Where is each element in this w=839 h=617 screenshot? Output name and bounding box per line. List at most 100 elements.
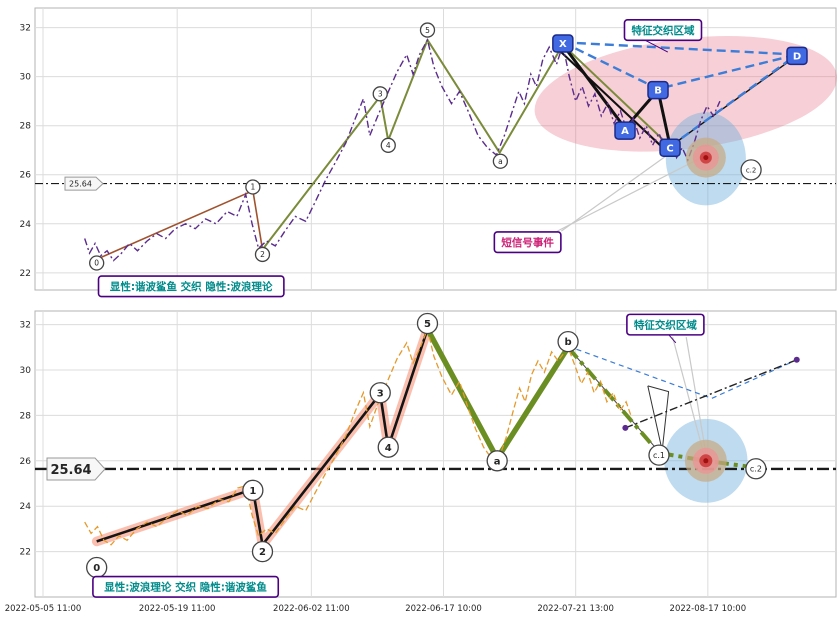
wave-point-5	[416, 312, 439, 335]
x-tick-label: 2022-05-05 11:00	[5, 604, 82, 614]
short-signal-label: 短信号事件	[501, 236, 554, 249]
mode-label: 显性:谐波鲨鱼 交织 隐性:波浪理论	[110, 280, 273, 293]
pattern-point-A	[614, 121, 636, 140]
feature-zone-label-box	[626, 313, 705, 336]
top-price-line	[84, 37, 721, 262]
wave-point-label: 0	[93, 563, 100, 574]
wave-point-label: 1	[250, 183, 255, 192]
x-tick-label: 2022-06-17 10:00	[405, 604, 482, 614]
wave-point-label: 4	[385, 443, 392, 454]
wave-point-label: 5	[424, 319, 431, 330]
proj-black-dashdot	[625, 359, 798, 429]
wave-point-c.1	[648, 444, 670, 466]
feature-zone-label-box	[623, 19, 703, 42]
x-tick-label: 2022-05-19 11:00	[139, 604, 216, 614]
elliott-0-5	[96, 328, 429, 547]
wave-point-b	[557, 330, 579, 353]
proj-X-D	[562, 41, 797, 56]
signal-leader-2	[685, 336, 707, 456]
wave-point-label: 5	[425, 26, 430, 35]
wave-point-4	[380, 137, 396, 153]
wave-point-label: 2	[260, 250, 265, 259]
y-tick-label: 28	[20, 122, 32, 132]
wave-point-label: 0	[94, 259, 99, 268]
wave-point-2	[254, 246, 271, 263]
price-level-value: 25.64	[69, 180, 92, 189]
wave-point-0	[89, 255, 105, 271]
signal-leader-2	[560, 148, 677, 232]
y-tick-label: 26	[20, 457, 32, 467]
pattern-point-D	[786, 46, 808, 66]
wave-point-label: 1	[249, 486, 256, 497]
x-tick-label: 2022-08-17 10:00	[670, 604, 747, 614]
wave-point-label: c.2	[746, 166, 757, 174]
wave-point-1	[245, 179, 261, 195]
y-tick-label: 32	[20, 321, 31, 331]
proj-b-c1-c2	[566, 345, 757, 470]
feature-zone-label: 特征交织区域	[634, 318, 697, 331]
pattern-point-label: B	[654, 86, 662, 97]
marker-dot	[622, 424, 629, 431]
wave-point-label: 3	[378, 90, 383, 99]
y-tick-label: 32	[20, 24, 31, 34]
wave-point-label: a	[494, 456, 501, 467]
mode-label-box	[92, 575, 280, 598]
wave-point-1	[242, 479, 264, 501]
mode-label-box	[97, 275, 285, 298]
wave-point-a	[486, 450, 508, 472]
wave-point-label: 3	[377, 388, 384, 399]
pattern-point-label: A	[621, 126, 629, 137]
signal-leader-1	[557, 155, 705, 232]
target-bullseye-ring-3	[703, 458, 709, 464]
wave-point-label: 4	[386, 141, 391, 150]
y-tick-label: 24	[20, 220, 32, 230]
short-signal-label-box	[493, 231, 562, 254]
wave-point-a	[492, 153, 509, 169]
feature-zone-label: 特征交织区域	[631, 24, 694, 37]
y-tick-label: 26	[20, 171, 32, 181]
signal-leader-1	[672, 336, 705, 455]
y-tick-label: 24	[20, 502, 32, 512]
wave-2-to-X	[261, 38, 564, 251]
marker-dot	[793, 356, 800, 363]
wave-point-c.2	[740, 159, 762, 181]
wave-point-3	[372, 86, 388, 102]
pattern-point-B	[647, 80, 669, 100]
pattern-point-label: C	[666, 143, 673, 154]
price-level-value: 25.64	[50, 463, 91, 478]
bottom-price-line	[84, 327, 633, 546]
mode-label: 显性:波浪理论 交织 隐性:谐波鲨鱼	[104, 581, 267, 594]
x-tick-label: 2022-06-02 11:00	[273, 604, 350, 614]
wave-point-c.2	[745, 458, 767, 480]
wave-point-3	[369, 382, 391, 404]
y-tick-label: 28	[20, 411, 32, 421]
wave-point-label: a	[498, 157, 503, 166]
wave-point-2	[251, 540, 274, 563]
shark-X-A-B-C	[561, 43, 672, 147]
wave-point-label: b	[564, 337, 571, 348]
wave-point-5	[419, 22, 436, 38]
shark-X-C	[556, 47, 667, 151]
wave-point-label: 2	[259, 547, 266, 558]
y-tick-label: 22	[20, 548, 31, 558]
pattern-point-label: X	[559, 39, 567, 50]
wave-point-label: c.1	[653, 451, 665, 460]
wave-point-label: c.2	[750, 465, 762, 474]
pattern-point-X	[552, 34, 574, 53]
top-chart: 22 24 26 28 30 32 25.64 0 1 2 3 4 5 a c.2 X A B C D 特征交织区域短信…	[20, 7, 838, 298]
target-bullseye-ring-3	[703, 155, 709, 161]
y-tick-label: 30	[20, 73, 32, 83]
pattern-point-C	[659, 138, 681, 158]
proj-C-D	[669, 53, 798, 148]
bottom-price-level-tag	[46, 457, 106, 481]
projection-cone	[647, 385, 670, 452]
wave-point-4	[377, 436, 399, 458]
pattern-point-label: D	[793, 51, 801, 62]
wave-X-to-C	[562, 44, 671, 148]
x-tick-label: 2022-07-21 13:00	[537, 604, 614, 614]
feature-zone-ellipse	[534, 36, 838, 152]
top-price-level-tag	[64, 176, 104, 191]
